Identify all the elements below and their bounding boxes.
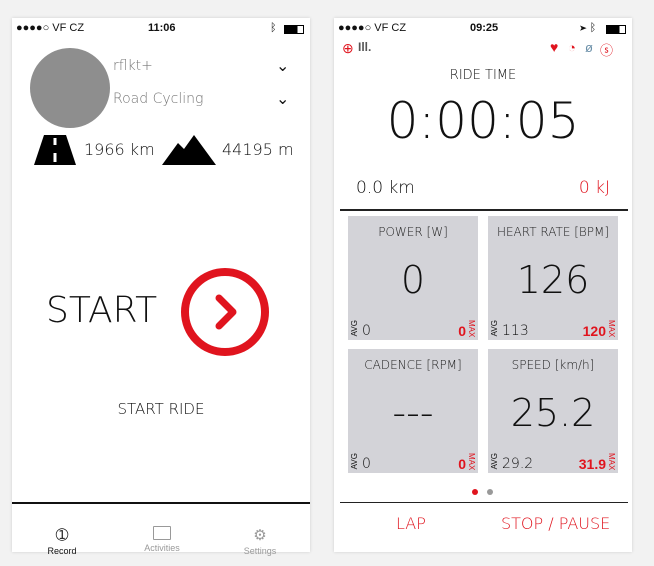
tab-record[interactable]: ➀ Record: [12, 526, 112, 556]
power-icon: ⓢ: [600, 43, 614, 58]
tab-label: Settings: [243, 546, 277, 556]
tile-max: 0: [458, 456, 466, 472]
tile-title: SPEED [km/h]: [511, 358, 595, 372]
battery-icon: [606, 25, 626, 34]
chevron-down-icon[interactable]: ⌄: [276, 58, 290, 75]
status-carrier: ●●●●○ VF CZ: [16, 22, 85, 34]
tile-max: 31.9: [578, 456, 606, 472]
signal-bars-icon[interactable]: Ill.: [358, 40, 372, 54]
avg-label: AVG: [350, 319, 359, 336]
tile-value: 126: [516, 258, 590, 302]
record-screen: ●●●●○ VF CZ 11:06 ᛒ rflkt+ ⌄ Road Cyclin…: [12, 18, 310, 556]
stop-pause-button[interactable]: STOP / PAUSE: [501, 514, 611, 533]
status-time: 11:06: [148, 22, 176, 34]
folder-icon: [153, 526, 171, 540]
start-ride-button[interactable]: START RIDE: [117, 400, 205, 418]
tile-avg: 0: [362, 456, 371, 472]
tile-power[interactable]: POWER [W] 0 AVG 0 0 MAX: [348, 216, 478, 340]
avg-label: AVG: [490, 452, 499, 469]
tile-heart-rate[interactable]: HEART RATE [BPM] 126 AVG 113 120 MAX: [488, 216, 618, 340]
ride-time-label: RIDE TIME: [449, 68, 517, 83]
tile-avg: 29.2: [502, 456, 534, 472]
max-label: MAX: [607, 452, 616, 470]
distance: 0.0 km: [356, 178, 415, 198]
chevron-right-icon: [215, 294, 237, 330]
location-icon: ➤ ᛒ: [580, 22, 597, 34]
divider: [340, 502, 628, 503]
medal-icon: ➀: [55, 527, 69, 544]
speedometer-icon: ◔: [568, 40, 576, 55]
max-label: MAX: [607, 319, 616, 337]
status-time: 09:25: [470, 22, 499, 34]
max-label: MAX: [467, 452, 476, 470]
activity-select[interactable]: Road Cycling: [113, 91, 204, 107]
tab-label: Activities: [144, 543, 180, 553]
divider: [340, 209, 628, 211]
ride-time: 0:00:05: [386, 92, 580, 150]
tile-value: ---: [392, 391, 434, 435]
globe-icon[interactable]: ⊕: [342, 40, 354, 56]
heart-icon: ♥: [550, 39, 559, 55]
device-select[interactable]: rflkt+: [113, 58, 153, 74]
avg-label: AVG: [490, 319, 499, 336]
ride-screen: ●●●●○ VF CZ 09:25 ➤ ᛒ ⊕ Ill. ♥ ◔ ø ⓢ RID…: [334, 18, 632, 552]
tile-speed[interactable]: SPEED [km/h] 25.2 AVG 29.2 31.9 MAX: [488, 349, 618, 473]
tile-avg: 113: [502, 323, 529, 339]
page-dot-active[interactable]: [472, 489, 478, 495]
tile-value: 25.2: [510, 391, 596, 435]
start-button[interactable]: [181, 268, 269, 356]
road-icon: [34, 135, 76, 165]
tile-max: 120: [582, 323, 606, 339]
tab-activities[interactable]: Activities: [112, 526, 212, 553]
avg-label: AVG: [350, 452, 359, 469]
tile-title: HEART RATE [BPM]: [496, 225, 610, 239]
total-elevation: 44195 m: [222, 140, 294, 159]
avatar[interactable]: [30, 48, 110, 128]
tile-value: 0: [400, 258, 426, 302]
energy: 0 kJ: [578, 178, 610, 198]
tile-max: 0: [458, 323, 466, 339]
page-dot[interactable]: [487, 489, 493, 495]
chevron-down-icon[interactable]: ⌄: [276, 91, 290, 108]
max-label: MAX: [467, 319, 476, 337]
lap-button[interactable]: LAP: [396, 514, 426, 533]
cadence-icon: ø: [585, 40, 593, 55]
divider: [12, 502, 310, 504]
tile-title: CADENCE [RPM]: [364, 358, 462, 372]
gear-icon: ⚙: [253, 527, 267, 544]
bluetooth-icon: ᛒ: [270, 22, 277, 34]
tile-avg: 0: [362, 323, 371, 339]
tile-title: POWER [W]: [378, 225, 448, 239]
tile-cadence[interactable]: CADENCE [RPM] --- AVG 0 0 MAX: [348, 349, 478, 473]
mountain-icon: [162, 135, 216, 165]
total-distance: 1966 km: [84, 140, 155, 159]
battery-icon: [284, 25, 304, 34]
status-carrier: ●●●●○ VF CZ: [338, 22, 407, 34]
tab-label: Record: [47, 546, 77, 556]
tab-settings[interactable]: ⚙ Settings: [210, 526, 310, 556]
start-label: START: [46, 290, 158, 331]
